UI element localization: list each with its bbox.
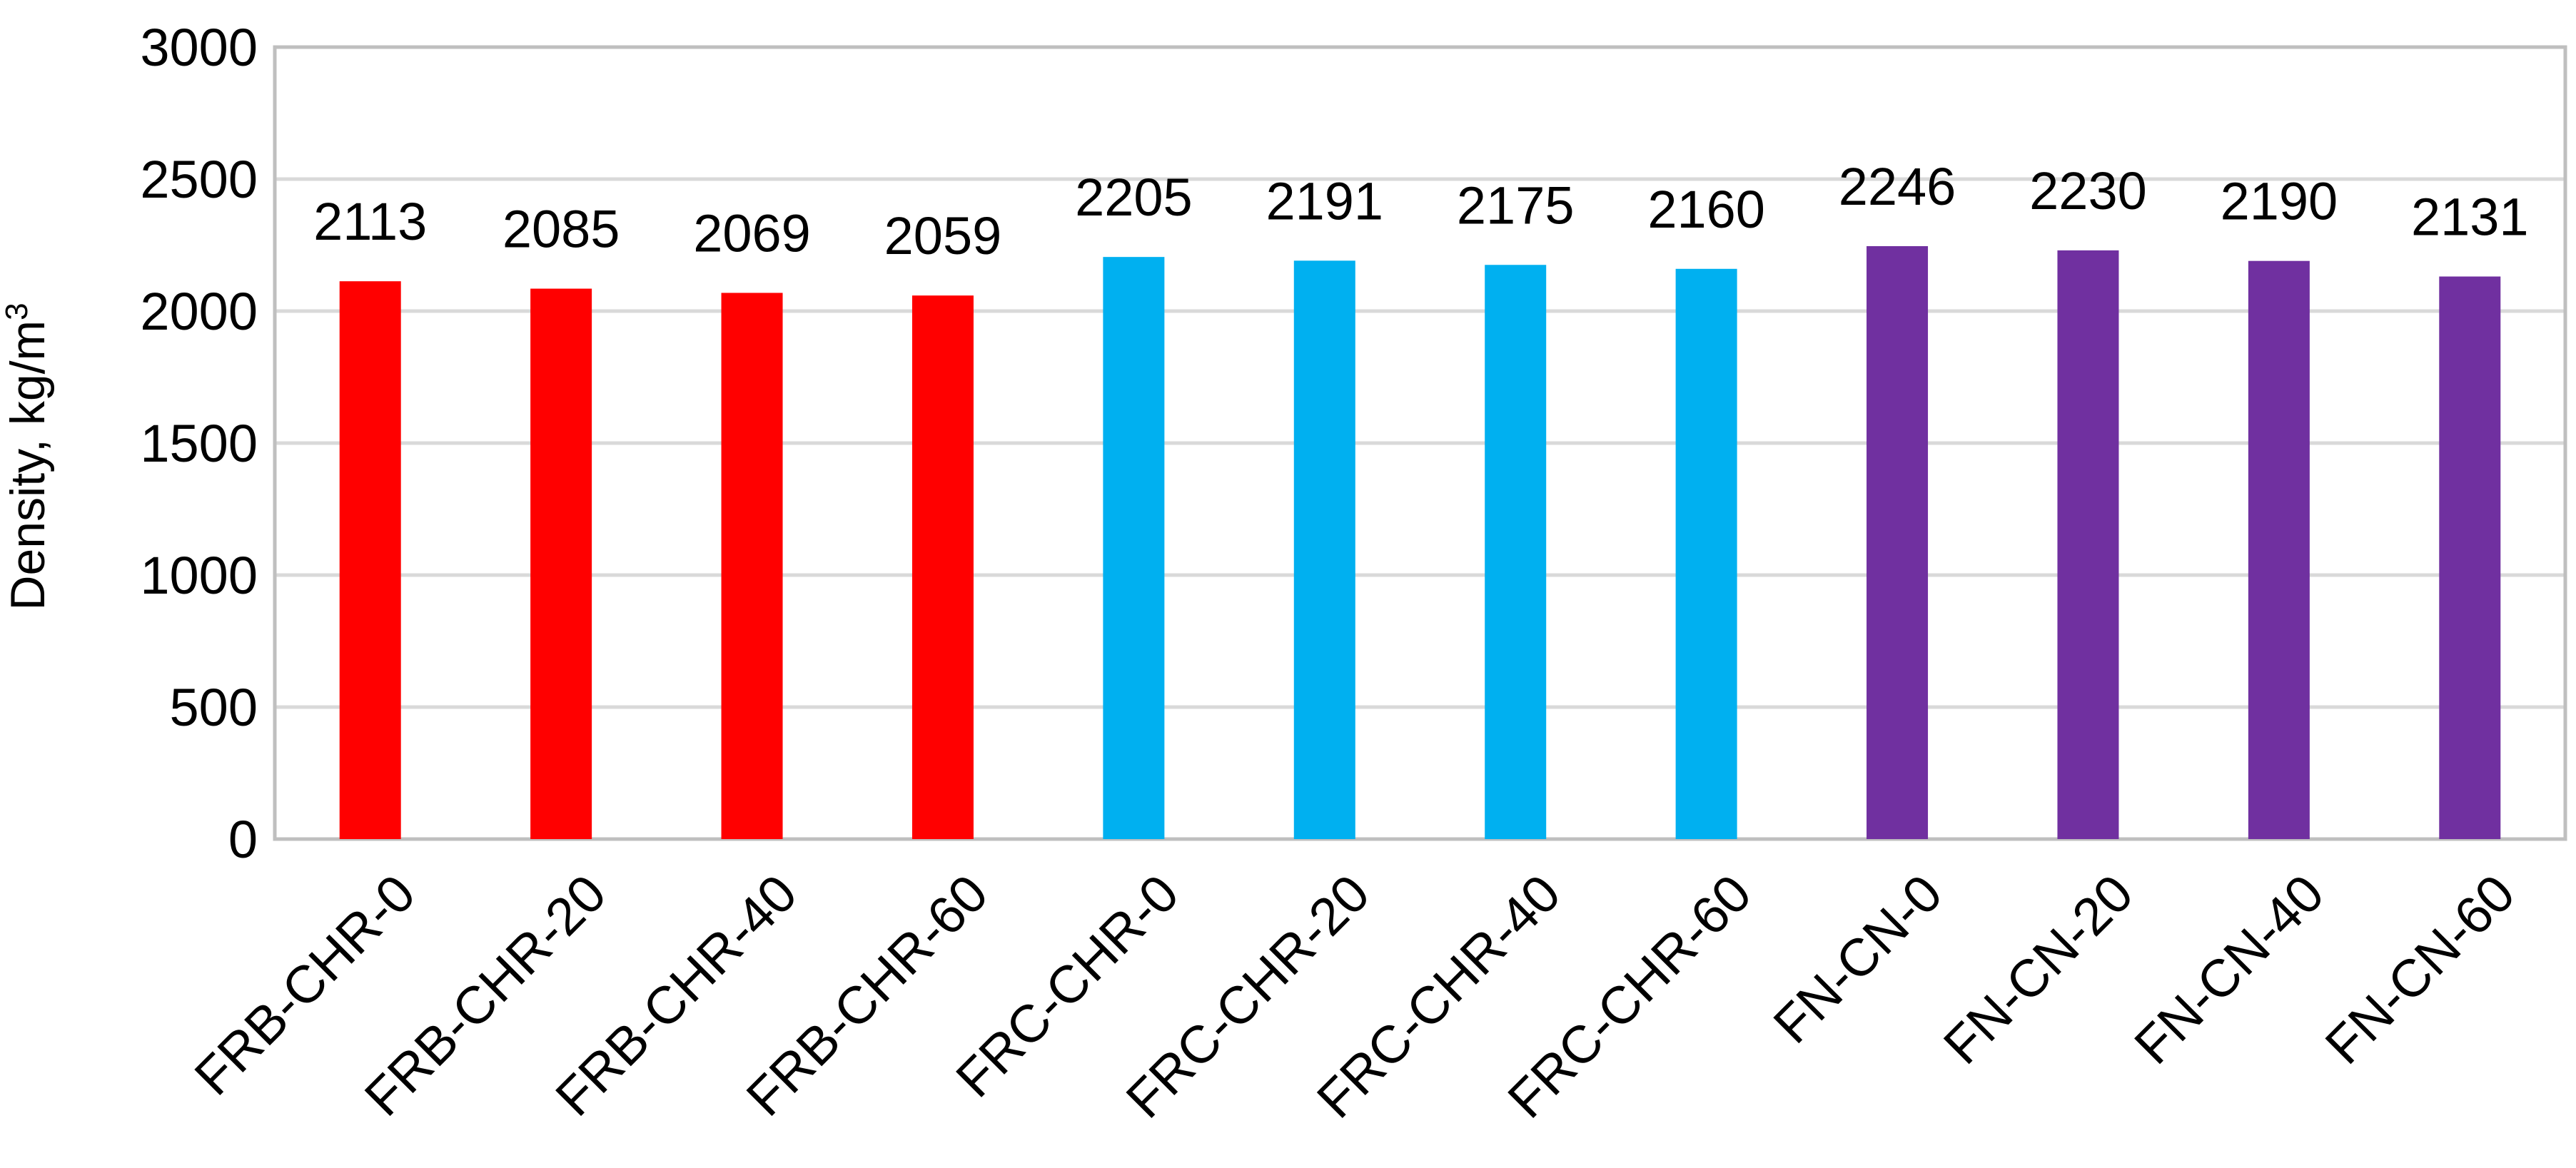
y-axis-title-superscript: 3 (0, 303, 34, 320)
data-label: 2160 (1647, 180, 1765, 239)
y-tick-label: 0 (228, 810, 258, 869)
data-label: 2230 (2029, 161, 2147, 220)
data-label: 2205 (1075, 168, 1193, 227)
bar (1867, 245, 1929, 840)
y-tick-label: 3000 (140, 18, 258, 77)
bar (530, 288, 592, 839)
y-tick-label: 2000 (140, 282, 258, 341)
data-label: 2175 (1457, 176, 1575, 235)
bar (2248, 260, 2310, 839)
gridlines (275, 177, 2565, 709)
bar (339, 281, 401, 839)
bar (721, 293, 783, 840)
bar (1675, 268, 1737, 839)
x-category-label: FN-CN-0 (1762, 863, 1954, 1055)
data-label: 2085 (502, 200, 620, 259)
x-category-label: FN-CN-20 (1932, 863, 2144, 1075)
x-axis-categories: FRB-CHR-0FRB-CHR-20FRB-CHR-40FRB-CHR-60F… (183, 863, 2526, 1129)
bar (2057, 250, 2119, 839)
bars (339, 245, 2501, 840)
bar (1485, 265, 1547, 839)
x-category-label: FN-CN-40 (2123, 863, 2335, 1075)
bar (1103, 257, 1165, 839)
plot-area (273, 45, 2567, 841)
x-category-label: FN-CN-60 (2314, 863, 2526, 1075)
y-tick-label: 2500 (140, 150, 258, 209)
data-label: 2069 (693, 203, 811, 263)
data-label: 2059 (884, 206, 1002, 265)
y-axis-ticks: 0 500 1000 1500 2000 2500 3000 (140, 18, 258, 869)
data-label: 2191 (1266, 171, 1383, 230)
bar (2439, 276, 2501, 839)
bar (911, 295, 974, 839)
data-label: 2190 (2221, 172, 2338, 231)
y-axis-title-text: Density, kg/m (1, 320, 55, 611)
data-labels: 2113 2085 2069 2059 2205 2191 2175 2160 2246 2230… (313, 157, 2528, 265)
data-label: 2113 (313, 192, 427, 251)
y-tick-label: 500 (170, 678, 258, 737)
data-label: 2131 (2411, 188, 2529, 247)
data-label: 2246 (1839, 157, 1956, 216)
y-tick-label: 1500 (140, 414, 258, 473)
y-axis-title: Density, kg/m3 (0, 303, 55, 610)
y-tick-label: 1000 (140, 546, 258, 605)
bar (1293, 260, 1355, 840)
